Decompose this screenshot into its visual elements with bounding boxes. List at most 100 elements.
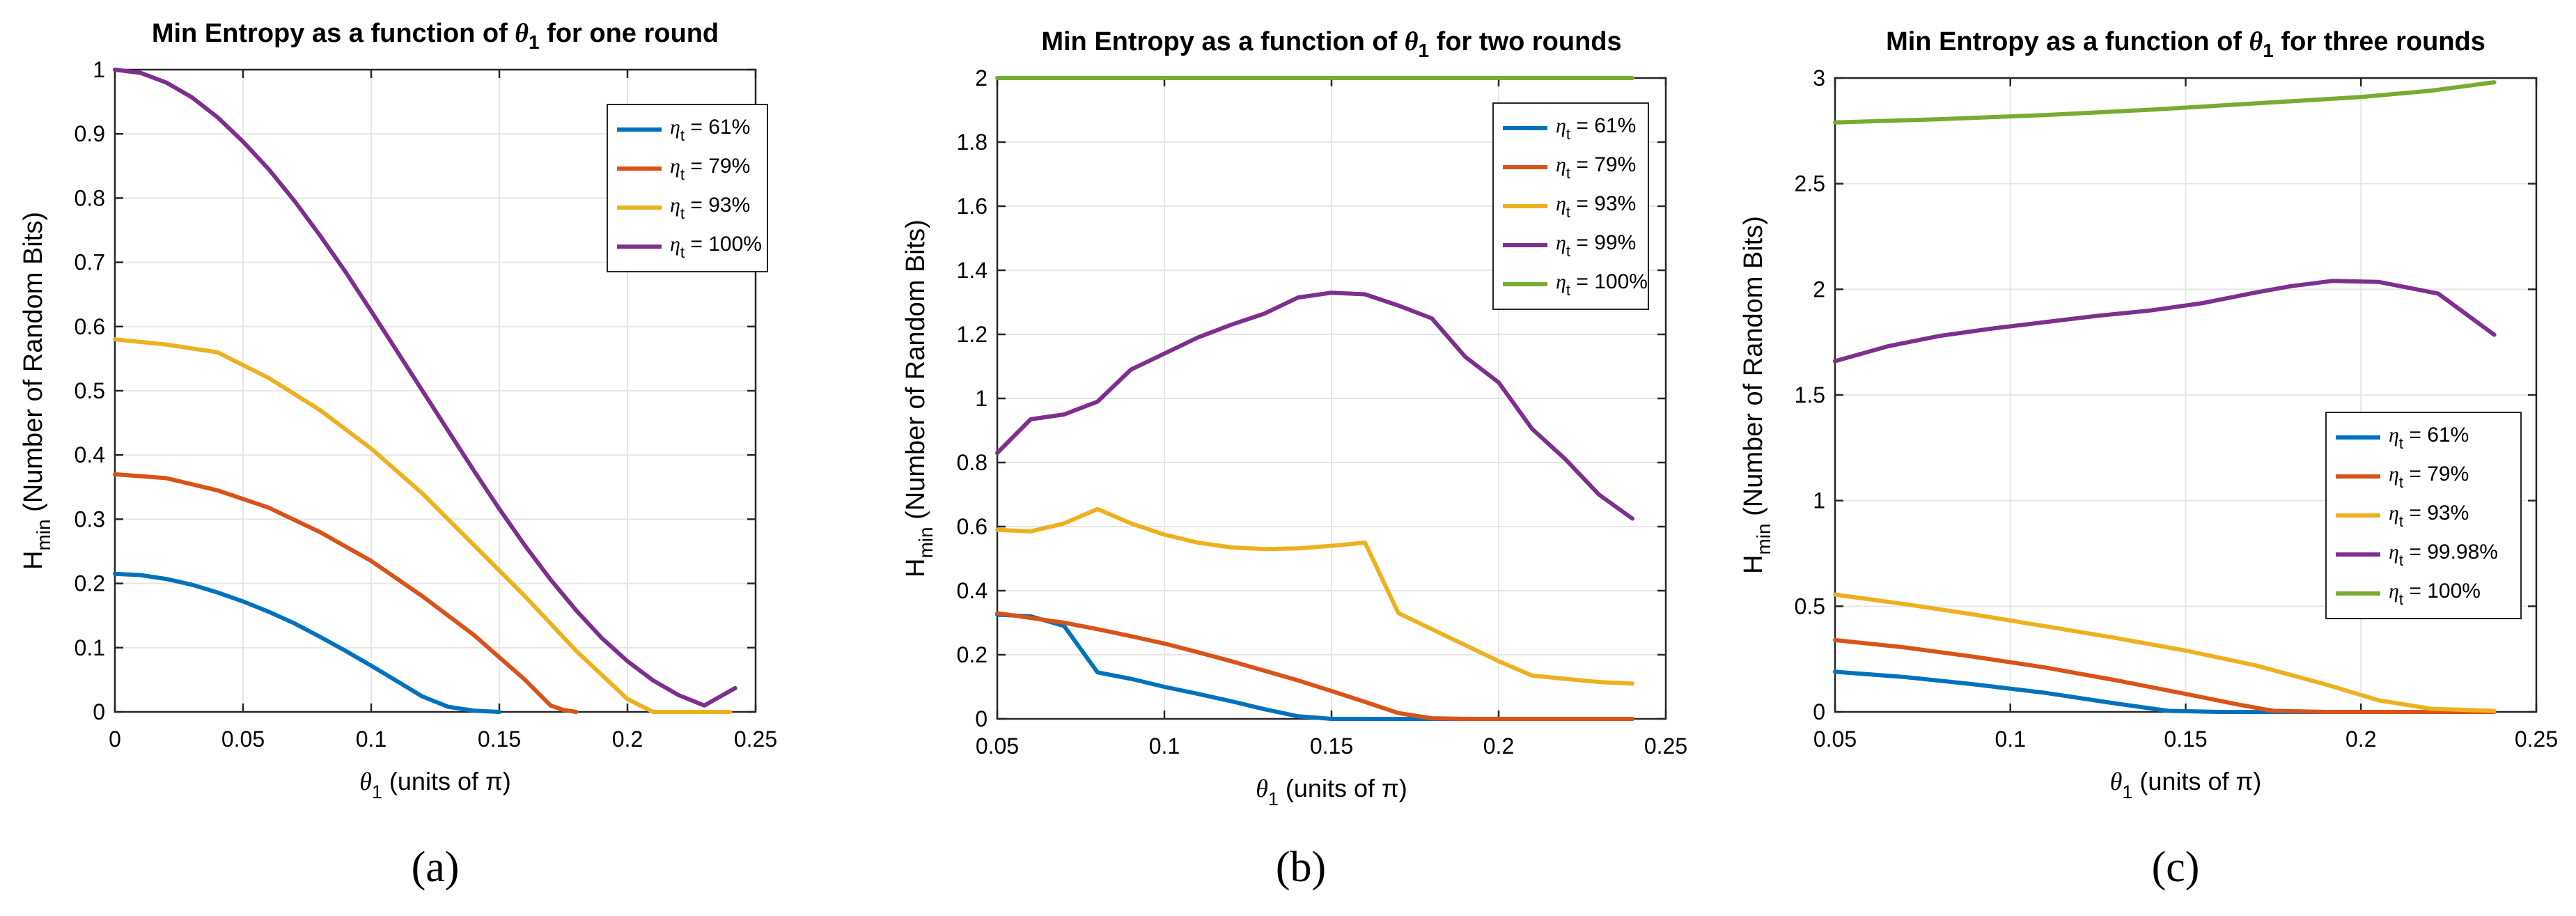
series-line-79 xyxy=(1833,637,2497,714)
legend-entry-eta: η xyxy=(2389,463,2399,486)
series-line-61 xyxy=(113,571,501,714)
legend-entry-value: = 61% xyxy=(1570,114,1636,137)
legend-entry-subscript: t xyxy=(1566,242,1570,260)
legend-entry-eta: η xyxy=(1556,192,1566,215)
x-tick-label: 0.1 xyxy=(1995,727,2026,752)
legend-entry-subscript: t xyxy=(1566,281,1570,299)
y-tick-label: 0.3 xyxy=(75,506,105,531)
legend-box xyxy=(607,104,768,272)
y-tick-label: 0 xyxy=(1813,699,1825,724)
legend-entry: ηt = 100% xyxy=(1556,270,1648,299)
legend-entry-subscript: t xyxy=(680,166,685,183)
chart-title-text-end: for one round xyxy=(540,19,719,48)
x-tick-label: 0.05 xyxy=(1813,727,1857,752)
y-tick-label: 2 xyxy=(975,65,988,91)
panel-label-c: (c) xyxy=(2151,844,2200,891)
chart-title-text: Min Entropy as a function of xyxy=(1886,27,2249,56)
legend-entry-subscript: t xyxy=(2399,552,2403,569)
x-axis-label: θ1 (units of π) xyxy=(359,767,511,802)
legend: ηt = 61%ηt = 79%ηt = 93%ηt = 100% xyxy=(607,104,768,272)
legend-entry: ηt = 61% xyxy=(1556,114,1636,143)
y-tick-label: 1 xyxy=(975,386,988,411)
series-line-93 xyxy=(1833,592,2497,713)
legend-entry-value: = 99.98% xyxy=(2403,541,2498,564)
y-axis-label-subscript: min xyxy=(33,519,54,550)
y-axis-label-h: H xyxy=(1739,555,1768,574)
x-axis-label-units: (units of π) xyxy=(382,767,511,795)
chart-title-text: Min Entropy as a function of xyxy=(1041,27,1404,56)
legend-entry-value: = 79% xyxy=(685,155,750,178)
series-line-93 xyxy=(995,506,1634,686)
y-axis-label-h: H xyxy=(901,559,930,577)
chart-title-text-end: for three rounds xyxy=(2274,27,2485,56)
chart-panel-1: 0 0.05 0.1 0.15 0.2 0.25 0 0.1 0.2 0.3 0.4 0.5 0.6 0.… xyxy=(19,19,777,802)
series-line-99 xyxy=(113,68,737,708)
legend-entry-value: = 61% xyxy=(2403,424,2469,447)
y-axis-label-text: (Number of Random Bits) xyxy=(901,219,930,527)
y-axis-label: Hmin (Number of Random Bits) xyxy=(19,212,54,570)
chart-panel-3: 0.05 0.1 0.15 0.2 0.25 0 0.5 1 1.5 2 2.5 3 Min Entro… xyxy=(1739,27,2558,802)
y-tick-label: 1 xyxy=(93,57,105,82)
x-axis-label-theta: θ xyxy=(359,768,372,795)
legend-entry-subscript: t xyxy=(2399,435,2403,452)
y-tick-label: 2 xyxy=(1813,277,1825,302)
legend-entry-eta: η xyxy=(2389,502,2399,525)
legend-entry-eta: η xyxy=(1556,270,1566,293)
y-axis-label-h: H xyxy=(19,551,48,570)
y-tick-label: 1 xyxy=(1813,488,1825,513)
x-axis-label-subscript: 1 xyxy=(372,782,382,802)
x-tick-label: 0.05 xyxy=(221,727,265,752)
legend-entry: ηt = 93% xyxy=(1556,192,1636,221)
legend-entry: ηt = 100% xyxy=(2389,580,2481,608)
chart-title-text-end: for two rounds xyxy=(1429,27,1622,56)
chart-title-theta: θ xyxy=(515,19,529,48)
legend-entry: ηt = 93% xyxy=(670,194,750,222)
legend-entry: ηt = 61% xyxy=(2389,424,2469,452)
legend-entry: ηt = 79% xyxy=(1556,153,1636,182)
x-tick-label: 0.15 xyxy=(1310,733,1353,759)
x-tick-label: 0.05 xyxy=(976,733,1019,759)
y-tick-label: 0.6 xyxy=(75,314,105,339)
y-axis-label-subscript: min xyxy=(915,527,937,558)
y-tick-label: 1.6 xyxy=(957,194,988,219)
y-tick-label: 2.5 xyxy=(1795,171,1825,196)
y-axis-label: Hmin (Number of Random Bits) xyxy=(901,219,937,577)
y-tick-label: 1.5 xyxy=(1795,382,1825,407)
series-line-99 xyxy=(995,290,1634,521)
chart-title: Min Entropy as a function of θ1 for two … xyxy=(1041,27,1621,61)
x-tick-label: 0.1 xyxy=(356,727,387,752)
x-tick-label: 0.15 xyxy=(2164,727,2207,752)
legend-entry-eta: η xyxy=(1556,153,1566,176)
legend: ηt = 61%ηt = 79%ηt = 93%ηt = 99.98%ηt = … xyxy=(2325,412,2522,619)
legend-entry-eta: η xyxy=(2389,541,2399,564)
panel-label-b: (b) xyxy=(1275,844,1327,891)
x-tick-label: 0.25 xyxy=(2515,727,2558,752)
series-line-100 xyxy=(1833,80,2497,125)
x-tick-label: 0.25 xyxy=(734,727,777,752)
y-tick-label: 0.1 xyxy=(75,635,105,660)
legend-entry-value: = 93% xyxy=(685,194,750,217)
legend-entry-value: = 93% xyxy=(1570,192,1636,215)
legend-entry-eta: η xyxy=(2389,580,2399,603)
y-axis-label-subscript: min xyxy=(1753,523,1774,554)
legend-entry-subscript: t xyxy=(1566,164,1570,182)
y-tick-label: 0.5 xyxy=(75,378,105,403)
legend-entry-value: = 100% xyxy=(685,233,762,256)
legend-entry-eta: η xyxy=(670,194,680,217)
legend-entry-subscript: t xyxy=(2399,513,2403,530)
x-axis-label-theta: θ xyxy=(1256,775,1268,802)
legend-entry-subscript: t xyxy=(680,127,685,144)
panel-label-a: (a) xyxy=(411,844,460,891)
y-axis-label: Hmin (Number of Random Bits) xyxy=(1739,216,1774,574)
y-tick-label: 0.8 xyxy=(75,185,105,210)
x-axis-label-subscript: 1 xyxy=(2122,782,2132,802)
x-tick-label: 0.2 xyxy=(1483,733,1514,759)
legend-entry-eta: η xyxy=(2389,424,2399,447)
x-tick-label: 0.15 xyxy=(478,727,521,752)
legend-entry-eta: η xyxy=(670,233,680,256)
y-axis-label-text: (Number of Random Bits) xyxy=(1739,216,1768,523)
legend-entry-subscript: t xyxy=(680,205,685,222)
legend-entry-eta: η xyxy=(670,155,680,178)
legend-entry-value: = 79% xyxy=(2403,463,2469,486)
x-axis-label-units: (units of π) xyxy=(1279,774,1407,802)
